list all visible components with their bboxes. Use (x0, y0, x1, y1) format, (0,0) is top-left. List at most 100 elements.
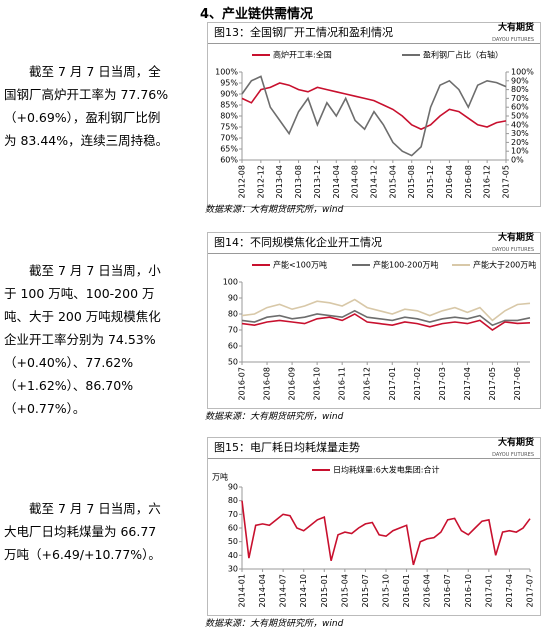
y-tick-label: 60% (511, 103, 529, 112)
x-tick-label: 2012-08 (238, 165, 247, 198)
x-tick-label: 2015-04 (340, 574, 349, 607)
logo-name: 大有期货 (497, 23, 534, 33)
y-tick-label: 100 (223, 278, 238, 287)
y-tick-label: 80% (511, 85, 529, 94)
y-tick-label: 70 (228, 326, 238, 335)
x-tick-label: 2014-04 (258, 574, 267, 607)
source: 数据来源：大有期货研究所，wind (205, 412, 344, 422)
figure: 图14：不同规模焦化企业开工情况 大有期货 DAYOU FUTURES 50 60 7… (207, 232, 541, 409)
y-tick-label: 95% (220, 79, 238, 88)
logo-name: 大有期货 (497, 438, 534, 448)
y-tick-label: 90 (228, 483, 238, 492)
x-tick-label: 2016-08 (263, 367, 272, 400)
x-tick-label: 2017-06 (513, 367, 522, 400)
x-tick-label: 2016-07 (443, 574, 452, 607)
x-tick-label: 2017-04 (463, 367, 472, 400)
y-tick-label: 10% (511, 147, 529, 156)
y-tick-label: 70% (220, 134, 238, 143)
x-tick-label: 2013-04 (275, 165, 284, 198)
x-tick-label: 2015-04 (388, 165, 397, 198)
legend-label: 日均耗煤量:6大发电集团:合计 (333, 465, 439, 475)
y-axis-label: 万吨 (212, 472, 228, 482)
logo: 大有期货 DAYOU FUTURES (492, 234, 534, 255)
series-line (241, 313, 531, 331)
y-tick-label: 80 (228, 496, 238, 505)
y-tick-label: 70% (511, 94, 529, 103)
y-tick-label: 60 (228, 342, 238, 351)
y-tick-label: 80 (228, 310, 238, 319)
y-tick-label: 50 (228, 537, 238, 546)
y-tick-label: 90% (511, 76, 529, 85)
y-tick-label: 85% (220, 101, 238, 110)
chart-title: 图14：不同规模焦化企业开工情况 (214, 236, 382, 249)
y-tick-label: 50 (228, 358, 238, 367)
figure-title-bar: 图14：不同规模焦化企业开工情况 大有期货 DAYOU FUTURES (208, 233, 540, 254)
y-tick-label: 60% (220, 156, 238, 165)
logo-name: 大有期货 (497, 233, 534, 243)
y-tick-label: 100% (215, 68, 238, 77)
logo: 大有期货 DAYOU FUTURES (492, 24, 534, 45)
x-tick-label: 2014-10 (299, 574, 308, 607)
x-tick-label: 2014-01 (238, 574, 247, 607)
x-tick-label: 2016-11 (338, 367, 347, 400)
legend-label: 产能<100万吨 (273, 260, 327, 270)
chart-title: 图15：电厂耗日均耗煤量走势 (214, 441, 360, 454)
y-tick-label: 90% (220, 90, 238, 99)
y-tick-label: 30 (228, 565, 238, 574)
logo-sub: DAYOU FUTURES (492, 247, 534, 253)
y-tick-label: 40 (228, 551, 238, 560)
legend-label: 盈利钢厂占比（右轴） (423, 50, 503, 60)
x-tick-label: 2013-08 (294, 165, 303, 198)
y-tick-label: 70 (228, 510, 238, 519)
x-tick-label: 2015-08 (407, 165, 416, 198)
y-tick-label: 80% (220, 112, 238, 121)
paragraph: 截至 7 月 7 日当周，六大电厂日均耗煤量为 66.77 万吨（+6.49/+… (4, 501, 161, 562)
x-tick-label: 2015-07 (361, 574, 370, 607)
series-line (241, 298, 531, 322)
logo: 大有期货 DAYOU FUTURES (492, 439, 534, 460)
x-tick-label: 2017-05 (488, 367, 497, 400)
section-title: 4、产业链供需情况 (200, 7, 314, 22)
x-tick-label: 2017-07 (526, 574, 535, 607)
y-tick-label: 65% (220, 145, 238, 154)
x-tick-label: 2016-04 (423, 574, 432, 607)
y-tick-label: 0% (511, 156, 524, 165)
series-line (241, 309, 531, 327)
chart: 50 60 70 80 90 100 2016-07 2016-08 2016-09 2016-1… (223, 260, 537, 401)
figure: 图15：电厂耗日均耗煤量走势 大有期货 DAYOU FUTURES 30 40 50 6… (207, 437, 541, 616)
x-tick-label: 2017-04 (505, 574, 514, 607)
legend-label: 产能大于200万吨 (473, 260, 536, 270)
x-tick-label: 2017-05 (502, 165, 511, 198)
y-tick-label: 100% (511, 68, 534, 77)
x-tick-label: 2015-10 (382, 574, 391, 607)
x-tick-label: 2016-12 (483, 165, 492, 198)
series-line (241, 500, 531, 566)
x-tick-label: 2014-04 (332, 165, 341, 198)
paragraph: 截至 7 月 7 日当周，全国钢厂高炉开工率为 77.76%（+0.69%），盈… (4, 64, 169, 148)
x-tick-label: 2016-10 (313, 367, 322, 400)
chart-title: 图13：全国钢厂开工情况和盈利情况 (214, 26, 393, 39)
x-tick-label: 2017-03 (438, 367, 447, 400)
figure: 图13：全国钢厂开工情况和盈利情况 大有期货 DAYOU FUTURES 60% 6… (207, 22, 541, 207)
x-tick-label: 2014-07 (279, 574, 288, 607)
source: 数据来源：大有期货研究所，wind (205, 205, 344, 215)
x-tick-label: 2013-12 (313, 165, 322, 198)
x-tick-label: 2016-07 (238, 367, 247, 400)
x-tick-label: 2016-04 (445, 165, 454, 198)
x-tick-label: 2016-09 (288, 367, 297, 400)
y-tick-label: 50% (511, 112, 529, 121)
series-line (241, 82, 507, 131)
y-tick-label: 75% (220, 123, 238, 132)
legend-label: 高炉开工率:全国 (273, 50, 332, 60)
legend-label: 产能100-200万吨 (373, 260, 438, 270)
x-tick-label: 2016-08 (464, 165, 473, 198)
x-tick-label: 2017-01 (388, 367, 397, 400)
x-tick-label: 2015-12 (426, 165, 435, 198)
y-tick-label: 20% (511, 138, 529, 147)
source: 数据来源：大有期货研究所，wind (205, 619, 344, 629)
y-tick-label: 30% (511, 129, 529, 138)
x-tick-label: 2017-01 (484, 574, 493, 607)
x-tick-label: 2017-02 (413, 367, 422, 400)
